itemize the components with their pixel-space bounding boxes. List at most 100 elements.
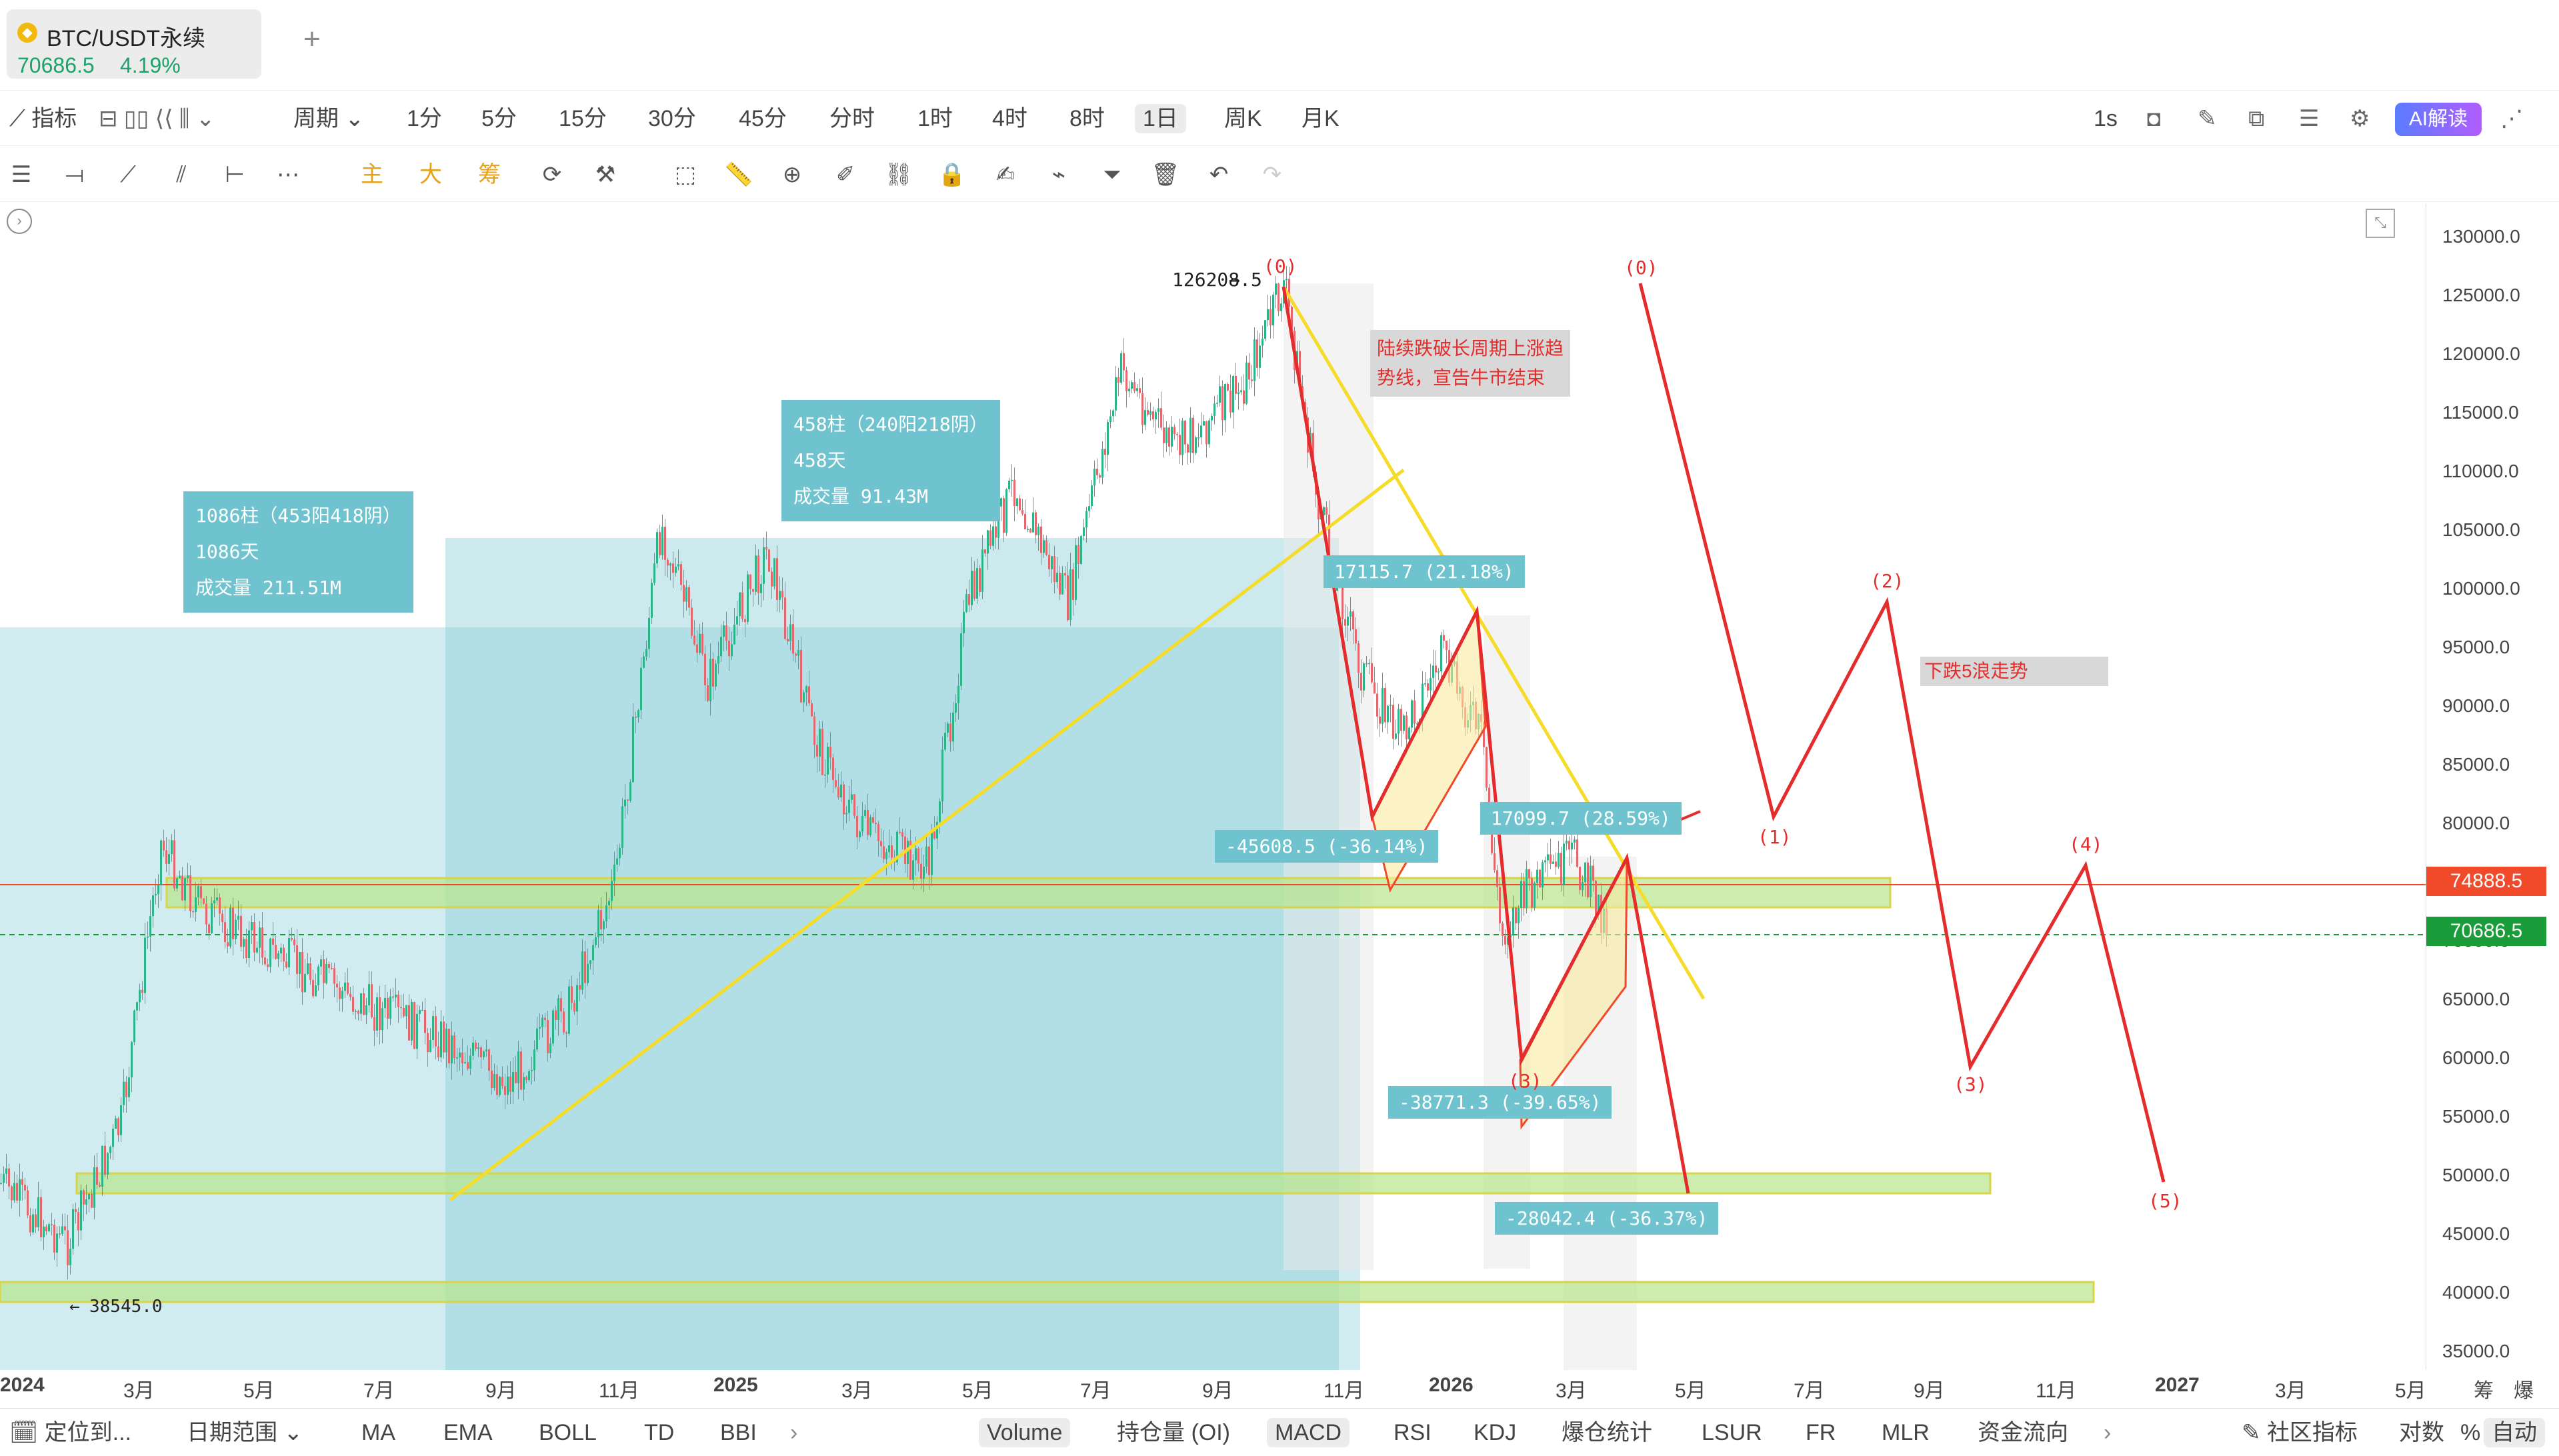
undo-icon[interactable]: ↶: [1209, 162, 1229, 187]
indicator-td[interactable]: TD: [644, 1420, 675, 1445]
main-indicator-button[interactable]: 主: [361, 162, 383, 187]
draw-icon[interactable]: ✎: [2198, 106, 2217, 131]
candle-body: [320, 959, 322, 967]
select-icon[interactable]: ⬚: [674, 162, 697, 187]
chip-label[interactable]: 筹: [2474, 1380, 2494, 1402]
edit-icon[interactable]: ✍: [995, 162, 1015, 187]
expand-panel-icon[interactable]: ›: [7, 209, 32, 234]
candle-body: [805, 686, 807, 693]
candle-body: [344, 982, 346, 991]
trend-line-icon[interactable]: ⟋: [120, 162, 136, 187]
interval-1d[interactable]: 1日: [1135, 104, 1186, 133]
candle-body: [635, 717, 637, 718]
list-icon[interactable]: ☰: [2299, 106, 2320, 131]
measure-icon[interactable]: ⊢: [225, 162, 245, 187]
time-label: 2024: [0, 1374, 45, 1396]
candle-body: [251, 922, 253, 931]
candle-body: [688, 587, 690, 608]
redo-icon[interactable]: ↷: [1262, 162, 1282, 187]
interval-1m[interactable]: 1分: [407, 106, 442, 131]
more-indicators-arrow[interactable]: ›: [790, 1420, 798, 1445]
sync-icon[interactable]: ⟳: [542, 162, 562, 187]
date-range-dropdown[interactable]: 日期范围 ⌄: [187, 1420, 303, 1445]
tool-icon[interactable]: ⚒: [595, 162, 616, 187]
tab-fr[interactable]: FR: [1806, 1420, 1836, 1445]
interval-8h[interactable]: 8时: [1069, 106, 1105, 131]
price-chart[interactable]: 1086柱（453阳418阴） 1086天 成交量 211.51M 458柱（2…: [0, 203, 2426, 1370]
camera-icon[interactable]: ◘: [2147, 106, 2161, 131]
candle-body: [864, 809, 866, 816]
interval-week[interactable]: 周K: [1224, 106, 1262, 131]
trash-icon[interactable]: 🗑: [1151, 162, 1180, 187]
interval-timeshare[interactable]: 分时: [829, 106, 875, 131]
link-icon[interactable]: ⛓: [884, 162, 913, 187]
candle-body: [1229, 390, 1231, 413]
indicator-boll[interactable]: BOLL: [539, 1420, 597, 1445]
menu-icon[interactable]: ☰: [11, 162, 32, 187]
layout-icons[interactable]: ⊟ ▯▯ ⟨⟨ ⫼ ⌄: [99, 106, 215, 131]
more-icon[interactable]: ⋯: [277, 162, 299, 187]
tab-rsi[interactable]: RSI: [1394, 1420, 1432, 1445]
candle-body: [952, 713, 954, 742]
interval-15m[interactable]: 15分: [559, 106, 607, 131]
tab-open-interest[interactable]: 持仓量 (OI): [1117, 1420, 1230, 1445]
candle-body: [1542, 862, 1544, 888]
fullscreen-icon[interactable]: ⤡: [2366, 209, 2395, 238]
tab-macd[interactable]: MACD: [1267, 1418, 1350, 1447]
range-info-box-2: 458柱（240阳218阴） 458天 成交量 91.43M: [781, 400, 1000, 521]
window-icon[interactable]: ⧉: [2248, 106, 2265, 131]
candle-body: [1216, 403, 1218, 404]
indicator-bbi[interactable]: BBI: [720, 1420, 757, 1445]
ai-interpret-button[interactable]: AI解读: [2395, 103, 2482, 136]
candle-body: [907, 841, 909, 865]
time-label: 5月: [962, 1380, 993, 1402]
candle-body: [453, 1035, 455, 1059]
candle-body: [397, 994, 399, 1007]
refresh-rate[interactable]: 1s: [2094, 106, 2118, 131]
interval-45m[interactable]: 45分: [739, 106, 787, 131]
filter-icon[interactable]: ⏷: [1103, 162, 1121, 187]
tab-kdj[interactable]: KDJ: [1474, 1420, 1517, 1445]
period-dropdown[interactable]: 周期 ⌄: [293, 106, 364, 131]
price-axis: 130000.0 125000.0 120000.0 115000.0 110000.0…: [2426, 203, 2559, 1370]
big-order-button[interactable]: 大: [419, 162, 442, 187]
zoom-icon[interactable]: ⊕: [782, 162, 802, 187]
candle-body: [21, 1179, 23, 1185]
pen-icon[interactable]: ✐: [835, 162, 855, 187]
gear-icon[interactable]: ⚙: [2350, 106, 2370, 131]
lock-icon[interactable]: 🔒: [937, 162, 967, 187]
indicator-ma[interactable]: MA: [361, 1420, 395, 1445]
more-tabs-arrow[interactable]: ›: [2104, 1420, 2112, 1445]
tab-lsur[interactable]: LSUR: [1702, 1420, 1762, 1445]
share-icon[interactable]: ⋰: [2500, 106, 2523, 131]
tab-mlr[interactable]: MLR: [1882, 1420, 1930, 1445]
chip-button[interactable]: 筹: [478, 162, 501, 187]
candle-body: [285, 961, 287, 967]
candle-body: [403, 1007, 405, 1017]
candle-body: [432, 1016, 434, 1040]
tab-fund-flow[interactable]: 资金流向: [1978, 1420, 2068, 1445]
community-indicators-button[interactable]: ✎ 社区指标: [2242, 1420, 2358, 1445]
ruler-icon[interactable]: 📏: [724, 162, 753, 187]
interval-30m[interactable]: 30分: [648, 106, 696, 131]
auto-scale-toggle[interactable]: 自动: [2484, 1418, 2545, 1447]
interval-1h[interactable]: 1时: [917, 106, 953, 131]
interval-4h[interactable]: 4时: [992, 106, 1027, 131]
magnet-icon[interactable]: ⌁: [1051, 162, 1066, 187]
interval-5m[interactable]: 5分: [481, 106, 517, 131]
indicator-ema[interactable]: EMA: [443, 1420, 493, 1445]
locate-button[interactable]: 🗓 定位到...: [9, 1420, 131, 1445]
add-tab-button[interactable]: +: [303, 23, 321, 55]
interval-month[interactable]: 月K: [1302, 106, 1340, 131]
liquidation-label[interactable]: 爆: [2514, 1380, 2534, 1402]
log-scale-toggle[interactable]: 对数: [2399, 1420, 2444, 1445]
channel-icon[interactable]: ⫽: [176, 162, 187, 187]
tab-volume[interactable]: Volume: [979, 1418, 1071, 1447]
candle-body: [549, 1043, 551, 1053]
horizontal-line-icon[interactable]: ⟞: [65, 162, 85, 187]
tab-liquidation[interactable]: 爆仓统计: [1562, 1420, 1652, 1445]
percent-toggle[interactable]: %: [2460, 1420, 2481, 1445]
symbol-tab[interactable]: ◆ BTC/USDT永续 70686.5 4.19%: [7, 9, 261, 79]
candle-body: [827, 747, 829, 775]
indicator-button[interactable]: ⟋ 指标: [9, 106, 77, 131]
